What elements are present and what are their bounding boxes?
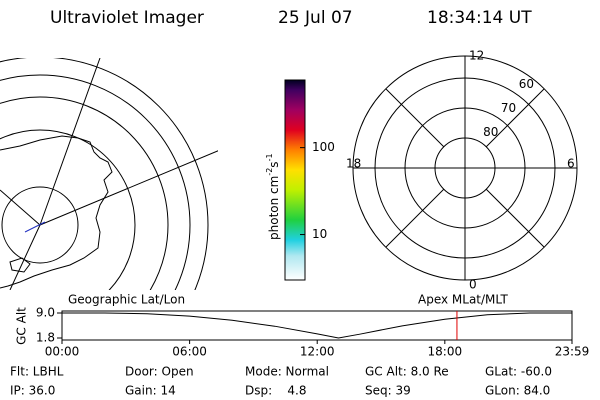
x-tick-label: 00:00 [45, 345, 80, 359]
date: 25 Jul 07 [278, 8, 353, 28]
colorbar-tick-label: 10 [312, 227, 327, 241]
mlt-label: 12 [469, 49, 484, 63]
status-field: GLat: -60.0 [485, 365, 552, 379]
mlt-label: 0 [469, 278, 477, 292]
status-field: GC Alt: 8.0 Re [365, 365, 449, 379]
status-field: Flt: LBHL [10, 365, 64, 379]
unit-text: s [267, 161, 281, 167]
status-field: GLon: 84.0 [485, 384, 550, 398]
x-tick-label: 18:00 [428, 345, 463, 359]
y-tick-label: 9.0 [36, 306, 55, 320]
mlat-circle [404, 107, 526, 229]
unit-exp: -2 [265, 168, 274, 176]
unit-exp: -1 [265, 153, 274, 161]
mlt-label: 6 [567, 157, 575, 171]
y-tick-label: 1.8 [36, 331, 55, 345]
title: Ultraviolet Imager [50, 8, 204, 28]
status-field: Dsp: 4.8 [245, 384, 307, 398]
colorbar [284, 79, 306, 281]
timeline-label: Apex MLat/MLT [418, 293, 508, 307]
timeline-label: Geographic Lat/Lon [68, 293, 185, 307]
mlt-label: 18 [346, 157, 361, 171]
mlat-circle [374, 77, 556, 259]
altitude-line [62, 312, 572, 339]
colorbar-tick-label: 100 [312, 140, 335, 154]
status-field: Seq: 39 [365, 384, 411, 398]
status-field: IP: 36.0 [10, 384, 55, 398]
geo-map [0, 58, 218, 290]
polar-plot: 12 6 0 18 [346, 49, 578, 292]
mlat-label: 80 [483, 125, 498, 139]
x-tick-label: 12:00 [300, 345, 335, 359]
status-field: Door: Open [125, 365, 194, 379]
mlat-label: 70 [501, 101, 516, 115]
unit-text: photon cm [267, 176, 281, 240]
colorbar-unit: photon cm-2s-1 [265, 153, 281, 240]
x-tick-label: 06:00 [172, 345, 207, 359]
mlat-circle [434, 137, 496, 199]
status-field: Mode: Normal [245, 365, 329, 379]
mlat-label: 60 [519, 77, 534, 91]
x-tick-label: 23:59 [555, 345, 590, 359]
timeline-frame [61, 310, 573, 341]
time: 18:34:14 UT [427, 8, 532, 28]
status-field: Gain: 14 [125, 384, 176, 398]
y-axis-label: GC Alt [15, 307, 29, 345]
